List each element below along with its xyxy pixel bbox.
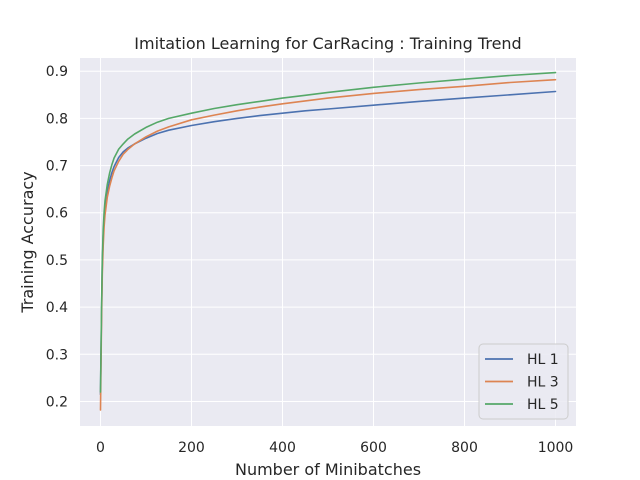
series-line-3 xyxy=(99,71,557,393)
x-tick-label: 600 xyxy=(360,440,387,456)
legend-label: HL 5 xyxy=(527,397,559,413)
y-tick-label: 0.3 xyxy=(46,347,68,363)
series-group xyxy=(99,71,557,411)
y-tick-labels: 0.2 0.3 0.4 0.5 0.6 0.7 0.8 0.9 xyxy=(46,64,68,410)
legend-label: HL 1 xyxy=(527,352,559,368)
y-tick-label: 0.2 xyxy=(46,394,68,410)
x-tick-label: 0 xyxy=(96,440,105,456)
x-tick-label: 1000 xyxy=(538,440,574,456)
series-line-2 xyxy=(99,78,557,411)
legend: HL 1 HL 3 HL 5 xyxy=(478,343,569,420)
grid xyxy=(80,58,576,426)
x-tick-label: 400 xyxy=(269,440,296,456)
y-tick-label: 0.8 xyxy=(46,111,68,127)
y-tick-label: 0.4 xyxy=(46,300,68,316)
y-axis-label: Training Accuracy xyxy=(18,171,37,313)
x-tick-labels: 0 200 400 600 800 1000 xyxy=(96,440,573,456)
legend-box xyxy=(478,343,569,420)
x-axis-label: Number of Minibatches xyxy=(235,460,421,479)
y-tick-label: 0.6 xyxy=(46,206,68,222)
chart-title: Imitation Learning for CarRacing : Train… xyxy=(134,34,521,53)
y-tick-label: 0.9 xyxy=(46,64,68,80)
y-tick-label: 0.5 xyxy=(46,253,68,269)
legend-label: HL 3 xyxy=(527,375,559,391)
x-tick-label: 200 xyxy=(178,440,205,456)
y-tick-label: 0.7 xyxy=(46,159,68,175)
x-tick-label: 800 xyxy=(451,440,478,456)
